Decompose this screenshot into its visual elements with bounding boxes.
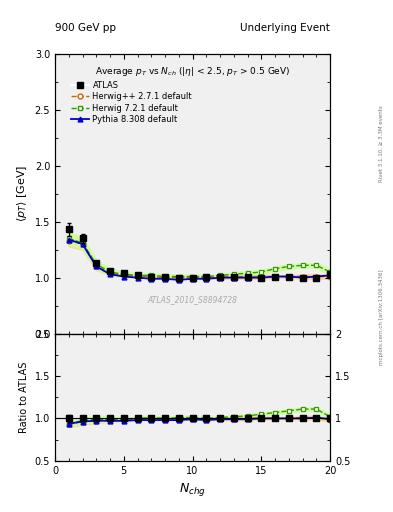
Text: mcplots.cern.ch [arXiv:1306.3436]: mcplots.cern.ch [arXiv:1306.3436] <box>379 270 384 365</box>
Text: ATLAS_2010_S8894728: ATLAS_2010_S8894728 <box>147 295 238 305</box>
Text: Underlying Event: Underlying Event <box>240 23 330 33</box>
Y-axis label: $\langle p_T \rangle$ [GeV]: $\langle p_T \rangle$ [GeV] <box>15 165 29 222</box>
Y-axis label: Ratio to ATLAS: Ratio to ATLAS <box>19 361 29 433</box>
Text: 900 GeV pp: 900 GeV pp <box>55 23 116 33</box>
Text: Average $p_T$ vs $N_{ch}$ ($|\eta|$ < 2.5, $p_T$ > 0.5 GeV): Average $p_T$ vs $N_{ch}$ ($|\eta|$ < 2.… <box>95 65 290 78</box>
Legend: ATLAS, Herwig++ 2.7.1 default, Herwig 7.2.1 default, Pythia 8.308 default: ATLAS, Herwig++ 2.7.1 default, Herwig 7.… <box>68 77 195 127</box>
Text: Rivet 3.1.10, ≥ 3.3M events: Rivet 3.1.10, ≥ 3.3M events <box>379 105 384 182</box>
X-axis label: $N_{chg}$: $N_{chg}$ <box>179 481 206 498</box>
